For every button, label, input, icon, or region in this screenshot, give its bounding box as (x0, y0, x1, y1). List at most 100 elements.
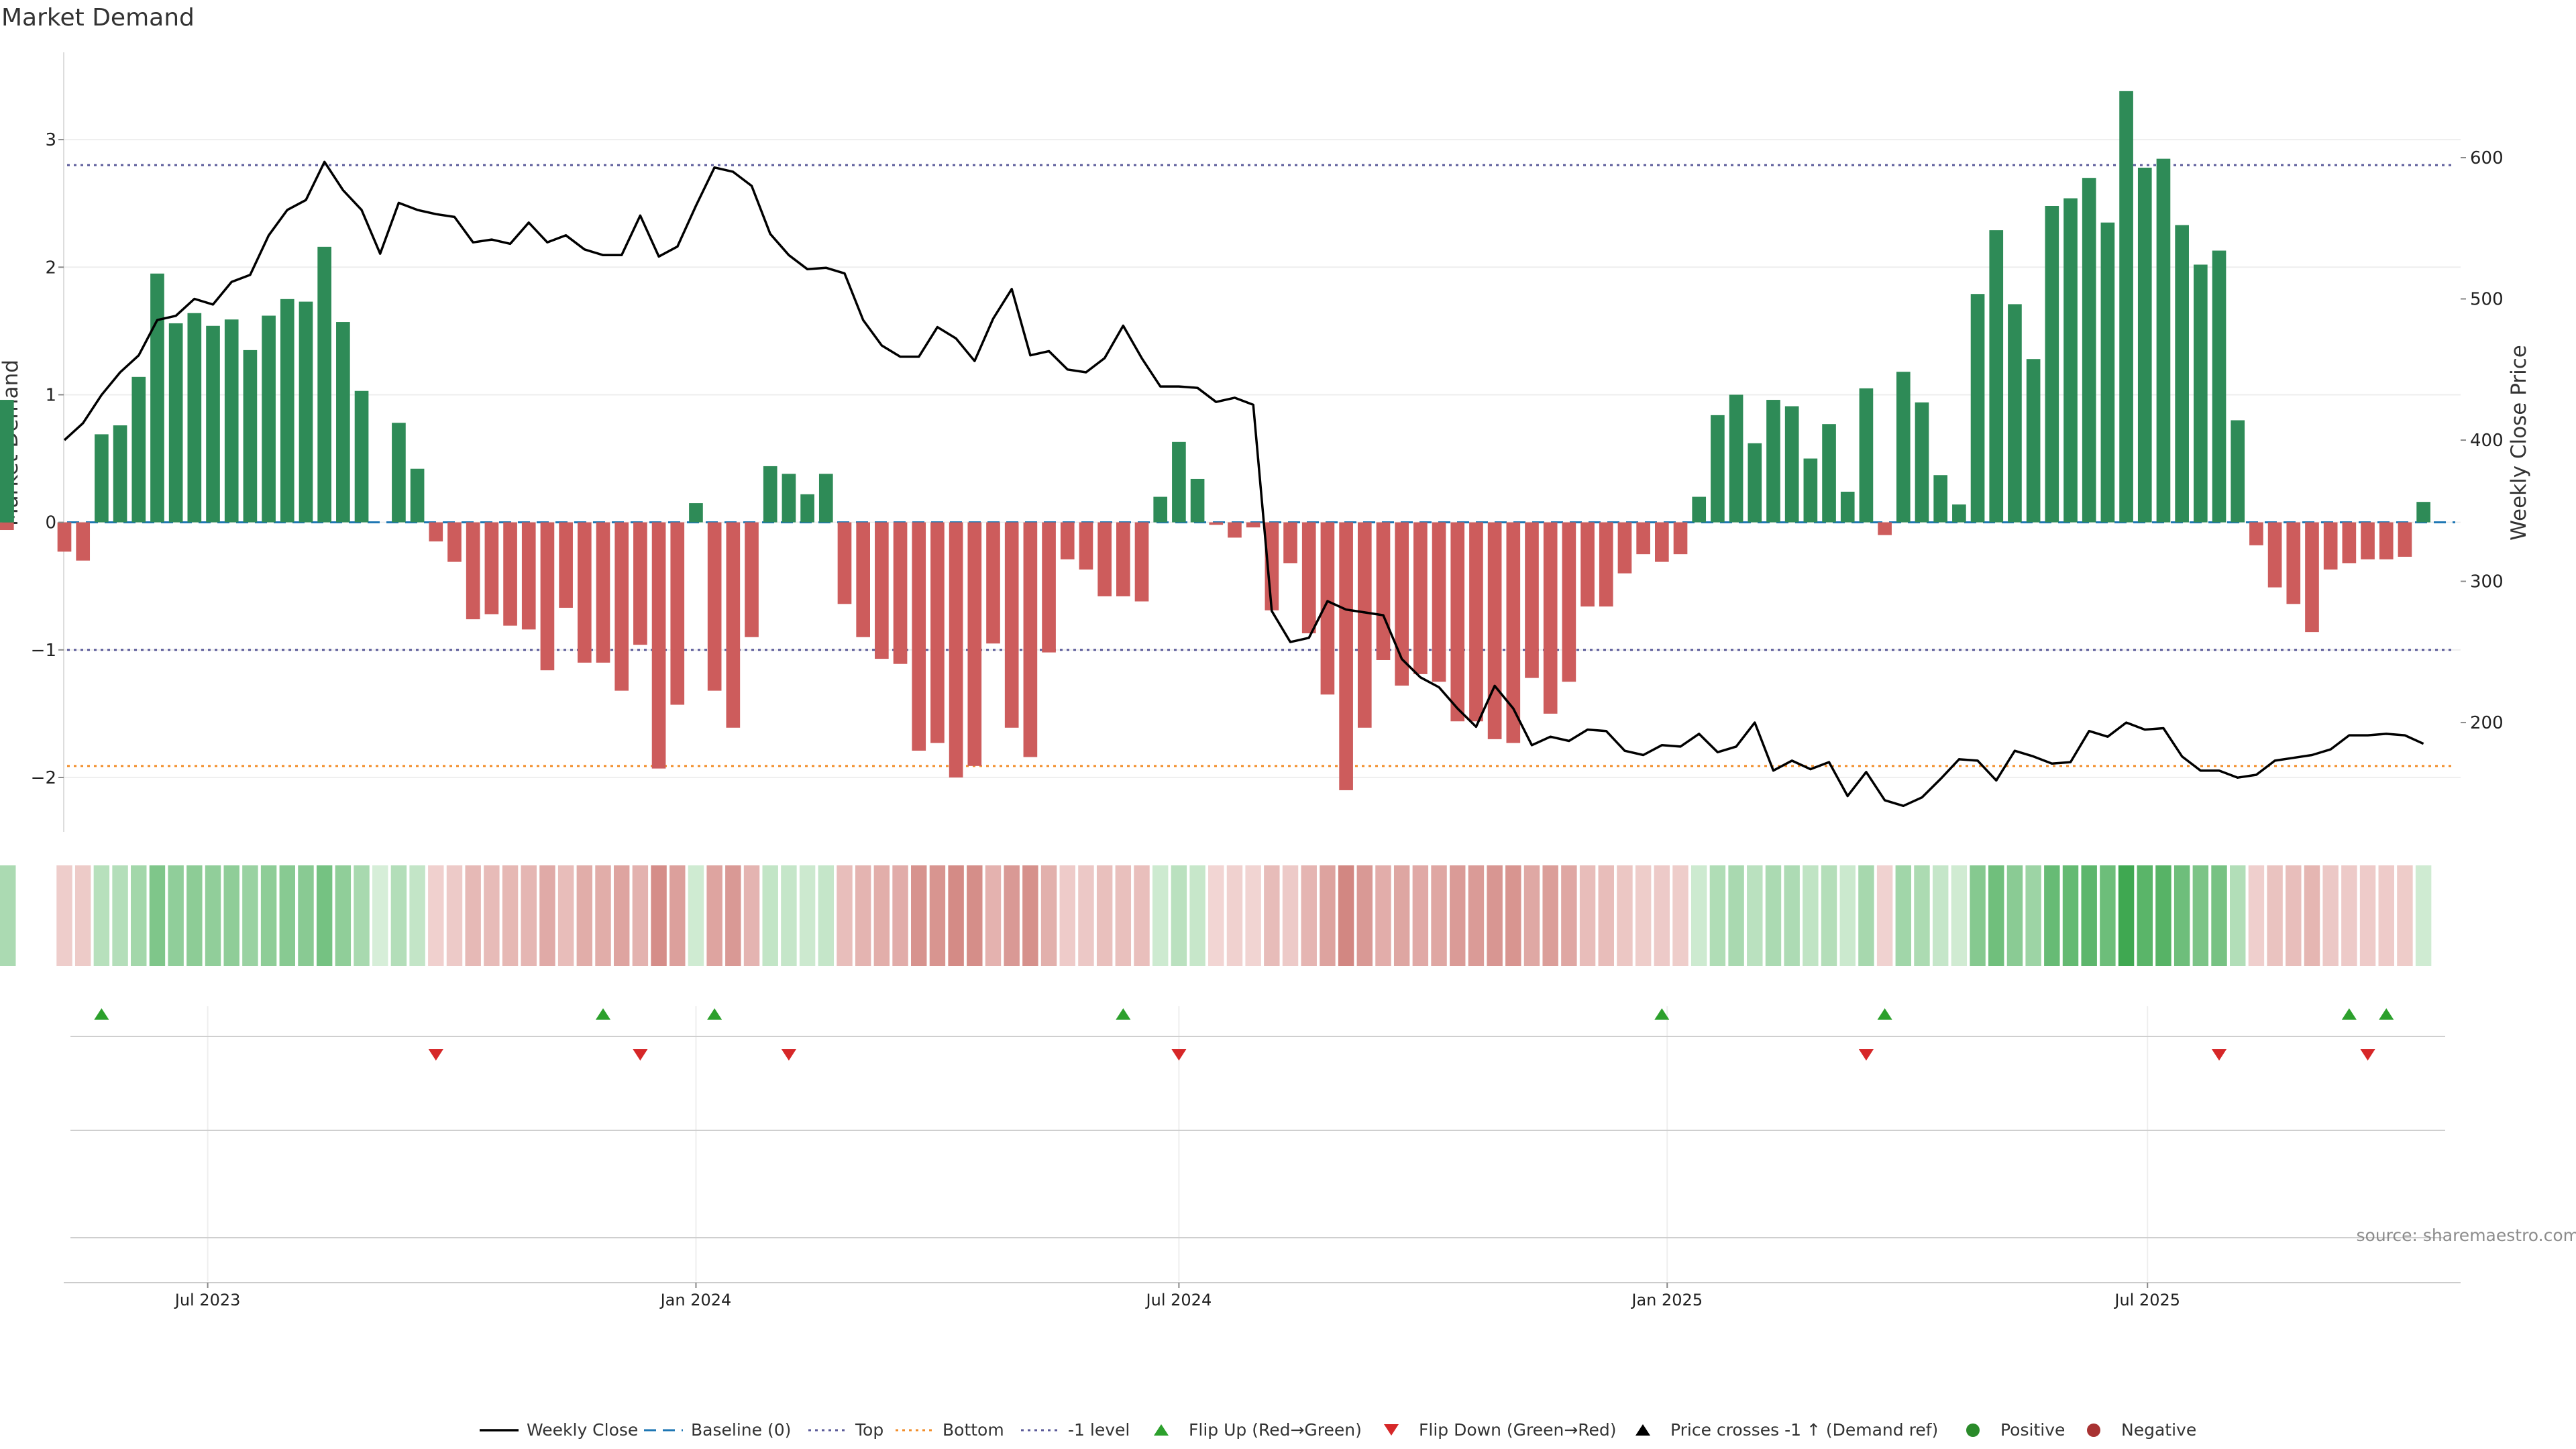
heat-cell (595, 865, 611, 966)
demand-bar (1636, 522, 1650, 555)
demand-bar (651, 522, 666, 769)
demand-bar (1153, 496, 1168, 523)
heat-cell (1338, 865, 1354, 966)
heat-cell (557, 865, 574, 966)
heat-cell (1672, 865, 1688, 966)
legend-item: Flip Down (Green→Red) (1384, 1420, 1617, 1440)
y-tick-label: −1 (31, 641, 56, 661)
heat-cell (484, 865, 500, 966)
heat-cell (837, 865, 853, 966)
heat-cell (335, 865, 352, 966)
y2-axis-label: Weekly Close Price (2507, 345, 2531, 541)
heat-cell (725, 865, 741, 966)
demand-bar (150, 273, 164, 523)
heat-cell (2062, 865, 2079, 966)
heat-cell (1301, 865, 1317, 966)
legend-swatch (1635, 1424, 1650, 1436)
heat-cell (1728, 865, 1744, 966)
heat-cell (2415, 865, 2432, 966)
legend-item: Weekly Close (480, 1420, 638, 1440)
y-ticks: 3 2 1 0 −1 −2 (31, 130, 64, 788)
demand-bar (76, 522, 91, 561)
source-label: source: sharemaestro.com (2357, 1226, 2576, 1245)
legend-label: Top (855, 1420, 883, 1440)
legend-item: Top (808, 1420, 883, 1440)
demand-bar (2231, 420, 2245, 523)
demand-bar (2008, 304, 2022, 523)
demand-bar (521, 522, 536, 630)
demand-bar (1190, 478, 1205, 523)
heat-cell (2155, 865, 2171, 966)
heat-cell (279, 865, 295, 966)
heat-cell (929, 865, 946, 966)
demand-bar (262, 315, 276, 523)
demand-bar (577, 522, 592, 663)
demand-bar (1543, 522, 1558, 714)
demand-bar (1599, 522, 1613, 607)
heat-cell (892, 865, 908, 966)
heat-cell (1821, 865, 1837, 966)
demand-bar (633, 522, 647, 645)
heat-cell (2397, 865, 2413, 966)
heat-cell (1468, 865, 1485, 966)
heat-cell (1134, 865, 1150, 966)
heat-cell (1709, 865, 1726, 966)
demand-bar (1692, 496, 1707, 523)
demand-bar (1320, 522, 1335, 695)
demand-bar (1655, 522, 1669, 562)
heat-cell (409, 865, 425, 966)
demand-bar (893, 522, 908, 664)
x-ticks: Jul 2023 Jan 2024 Jul 2024 Jan 2025 Jul 2025 (174, 1283, 2180, 1309)
demand-bar (1673, 522, 1688, 555)
demand-bar (336, 322, 350, 523)
demand-bar (1339, 522, 1353, 790)
demand-bar (1878, 522, 1892, 535)
demand-bar (1487, 522, 1502, 739)
flip-down-marker (2360, 1049, 2375, 1061)
demand-bar (113, 425, 127, 523)
demand-bar (1172, 441, 1186, 523)
heat-cell (967, 865, 983, 966)
demand-bar (1933, 475, 1948, 523)
heat-cell (1189, 865, 1205, 966)
heat-cell (1654, 865, 1670, 966)
demand-bar (540, 522, 555, 671)
flip-up-marker (94, 1008, 109, 1020)
heat-cell (2359, 865, 2376, 966)
heat-cell (223, 865, 239, 966)
demand-bar (1729, 394, 1743, 523)
demand-bar (1023, 522, 1038, 757)
heat-cell (1598, 865, 1614, 966)
demand-bar (466, 522, 480, 620)
heat-cell (1171, 865, 1187, 966)
y2-tick-label: 600 (2470, 148, 2504, 168)
heat-cell (1617, 865, 1633, 966)
heat-cell (242, 865, 258, 966)
heat-cell (985, 865, 1002, 966)
demand-bar (57, 522, 72, 552)
flip-up-marker (596, 1008, 611, 1020)
heat-cell (2192, 865, 2209, 966)
heat-cell (1412, 865, 1429, 966)
heat-cell (298, 865, 314, 966)
heat-cell (446, 865, 463, 966)
heat-cell (1356, 865, 1373, 966)
heat-cell (1970, 865, 1986, 966)
demand-bar (1803, 458, 1818, 523)
demand-bar (670, 522, 685, 705)
heat-cell (1320, 865, 1336, 966)
demand-bar (392, 423, 406, 523)
y-tick-label: 1 (45, 385, 56, 405)
demand-bar (2026, 359, 2041, 523)
demand-bar (2119, 91, 2133, 523)
heat-cell (521, 865, 537, 966)
demand-bar (818, 474, 833, 523)
demand-bar (2045, 206, 2059, 523)
heat-cell (2322, 865, 2339, 966)
heat-cell (743, 865, 760, 966)
heat-cell (1282, 865, 1299, 966)
demand-bar (1060, 522, 1075, 559)
demand-bar (2286, 522, 2301, 604)
demand-bar (131, 376, 146, 523)
heat-cell (799, 865, 816, 966)
